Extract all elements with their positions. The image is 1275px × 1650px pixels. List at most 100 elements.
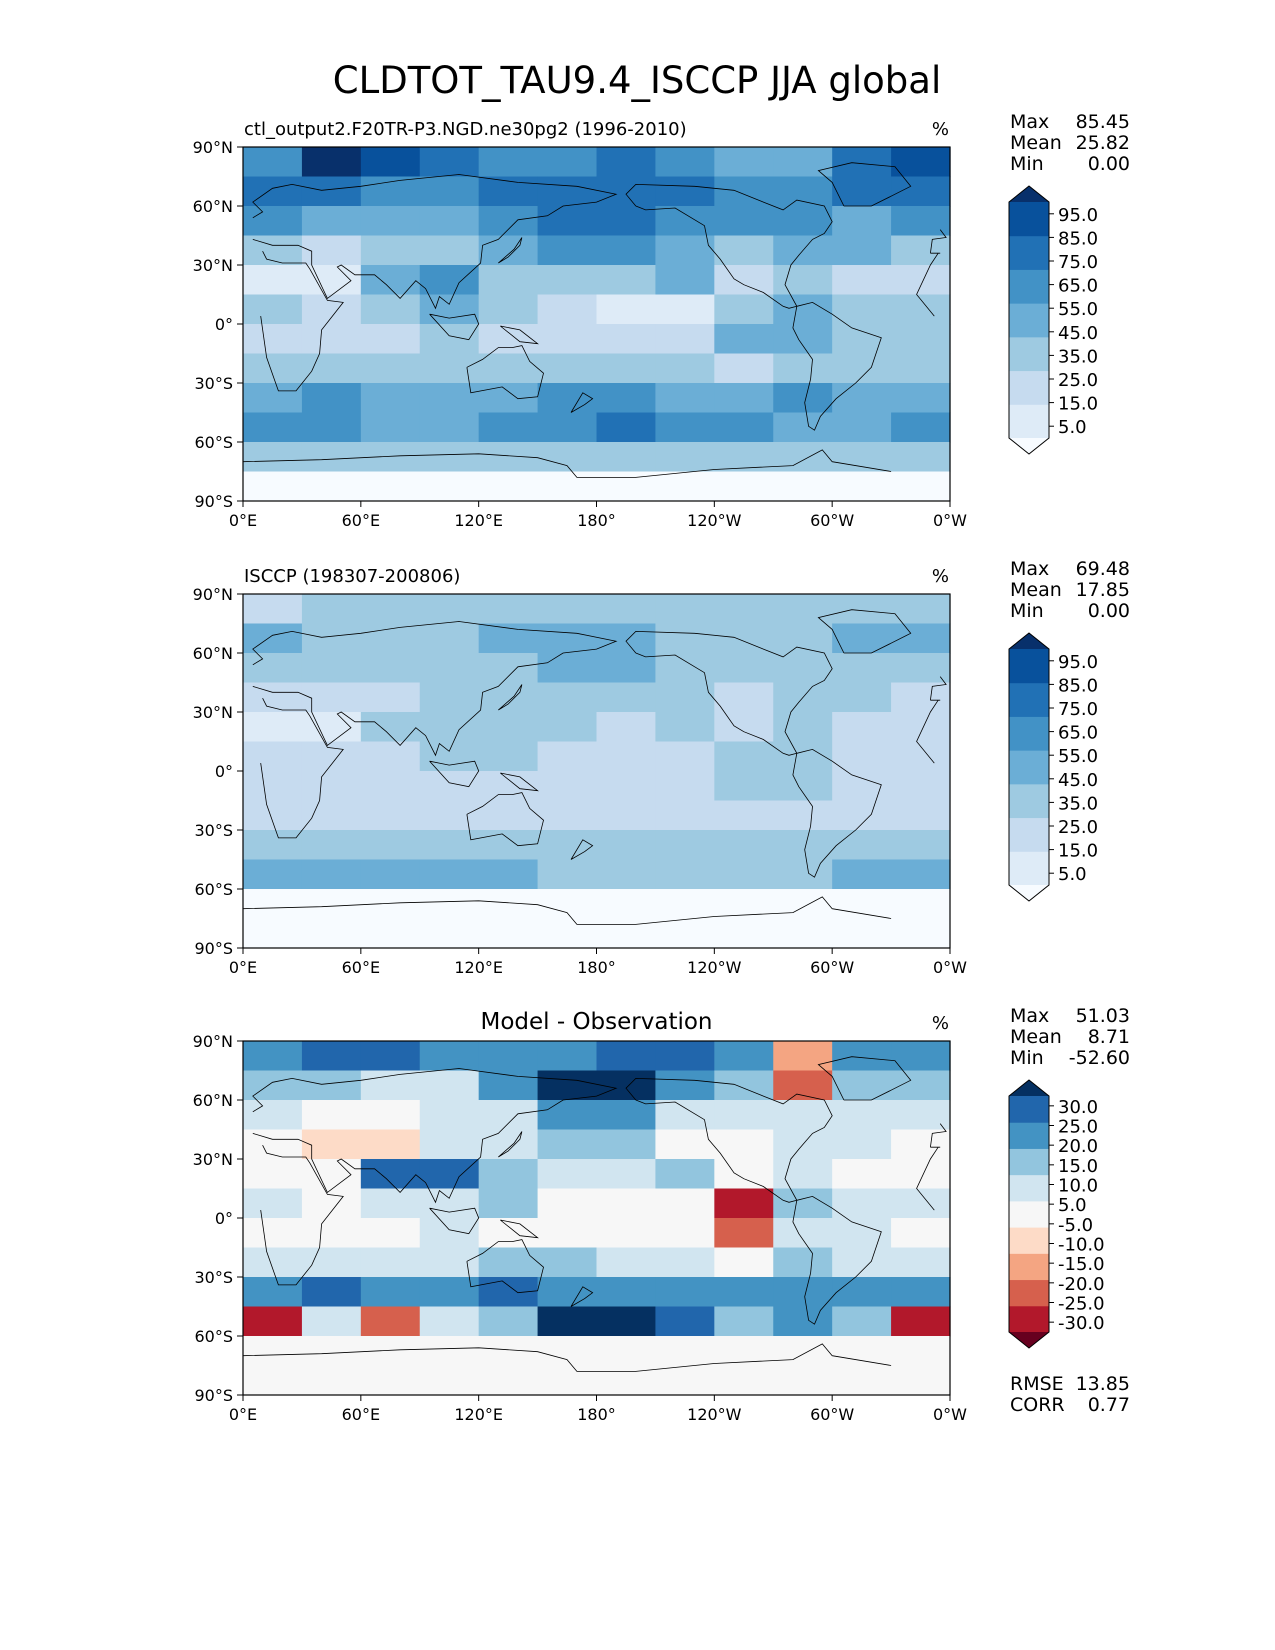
heatmap-cell <box>655 1306 715 1337</box>
y-tick-label: 60°S <box>194 433 233 452</box>
heatmap-cell <box>773 442 833 473</box>
heatmap-cell <box>243 918 303 949</box>
heatmap-cell <box>360 1041 421 1072</box>
x-tick-label: 60°W <box>810 511 854 530</box>
y-tick-label: 0° <box>215 1209 233 1228</box>
heatmap-cell <box>655 1100 715 1131</box>
heatmap-cell <box>243 324 303 355</box>
coastline <box>625 1077 833 1203</box>
heatmap-cell <box>243 235 303 266</box>
heatmap-cell <box>891 741 951 772</box>
heatmap-cell <box>832 1218 892 1249</box>
heatmap-cell <box>655 235 715 266</box>
heatmap-cell <box>655 623 715 654</box>
heatmap-cell <box>596 653 657 684</box>
colorbar-tick-label: 55.0 <box>1058 299 1098 320</box>
heatmap-cell <box>478 1247 539 1278</box>
heatmap-cell <box>773 1218 833 1249</box>
heatmap-cell <box>360 206 421 237</box>
coastline <box>252 621 947 757</box>
heatmap-cell <box>773 741 833 772</box>
heatmap-cell <box>419 1041 480 1072</box>
colorbar-segment <box>1009 1148 1049 1176</box>
coastline <box>817 1056 912 1101</box>
stat-value: 69.48 <box>1076 558 1130 580</box>
heatmap-cell <box>478 1218 539 1249</box>
heatmap-cell <box>891 800 951 831</box>
heatmap-field <box>243 594 951 949</box>
heatmap-cell <box>655 1129 715 1160</box>
heatmap-cell <box>243 1159 303 1190</box>
heatmap-cell <box>537 712 598 743</box>
heatmap-cell <box>243 1041 303 1072</box>
heatmap-cell <box>655 741 715 772</box>
stat-value: 0.00 <box>1088 153 1130 175</box>
colorbar-extend-bottom <box>1009 1332 1049 1348</box>
y-tick-label: 0° <box>215 315 233 334</box>
heatmap-cell <box>891 771 951 802</box>
heatmap-cell <box>714 294 774 325</box>
heatmap-cell <box>655 889 715 920</box>
heatmap-cell <box>537 324 598 355</box>
coastline <box>792 301 882 431</box>
heatmap-cell <box>419 324 480 355</box>
stat-label: Min <box>1010 600 1044 622</box>
stat-label: Mean <box>1010 579 1062 601</box>
heatmap-cell <box>891 859 951 890</box>
heatmap-cell <box>832 1100 892 1131</box>
panel-2: ISCCP (198307-200806) % 0°E 60°E 120°E 180° 12… <box>193 558 1130 977</box>
heatmap-field <box>243 147 951 502</box>
heatmap-cell <box>832 1188 892 1219</box>
heatmap-cell <box>714 682 774 713</box>
heatmap-cell <box>655 1218 715 1249</box>
heatmap-cell <box>419 741 480 772</box>
heatmap-cell <box>301 889 362 920</box>
heatmap-cell <box>243 1100 303 1131</box>
heatmap-cell <box>301 176 362 207</box>
heatmap-cell <box>714 1159 774 1190</box>
heatmap-cell <box>773 623 833 654</box>
heatmap-cell <box>714 1218 774 1249</box>
heatmap-cell <box>360 653 421 684</box>
heatmap-cell <box>419 383 480 414</box>
x-tick-label: 120°W <box>687 1405 742 1424</box>
heatmap-cell <box>891 1100 951 1131</box>
heatmap-cell <box>419 235 480 266</box>
stat-value: 8.71 <box>1088 1026 1130 1048</box>
heatmap-cell <box>596 889 657 920</box>
heatmap-cell <box>301 1218 362 1249</box>
colorbar-tick-label: 75.0 <box>1058 252 1098 273</box>
coastline <box>498 1131 523 1158</box>
colorbar-segment <box>1009 1096 1049 1123</box>
heatmap-cell <box>714 353 774 384</box>
figure-title: CLDTOT_TAU9.4_ISCCP JJA global <box>333 59 941 102</box>
heatmap-cell <box>891 265 951 296</box>
heatmap-cell <box>537 442 598 473</box>
y-tick-label: 60°N <box>193 197 233 216</box>
heatmap-cell <box>537 859 598 890</box>
colorbar-outline <box>1008 632 1050 902</box>
heatmap-cell <box>537 594 598 625</box>
panel-subtitle: ISCCP (198307-200806) <box>244 566 460 587</box>
heatmap-cell <box>537 1041 598 1072</box>
heatmap-cell <box>478 412 539 443</box>
colorbar-extend-top <box>1009 633 1049 649</box>
heatmap-cell <box>537 1100 598 1131</box>
heatmap-cell <box>478 918 539 949</box>
heatmap-cell <box>596 594 657 625</box>
heatmap-cell <box>478 294 539 325</box>
heatmap-cell <box>832 206 892 237</box>
heatmap-cell <box>537 294 598 325</box>
colorbar-extend-top <box>1009 1080 1049 1096</box>
heatmap-cell <box>301 800 362 831</box>
heatmap-cell <box>301 712 362 743</box>
heatmap-cell <box>301 1306 362 1337</box>
heatmap-cell <box>773 712 833 743</box>
heatmap-cell <box>655 1041 715 1072</box>
x-tick-label: 0°E <box>229 511 257 530</box>
heatmap-cell <box>714 1070 774 1101</box>
heatmap-cell <box>596 1306 657 1337</box>
colorbar-segment <box>1009 1279 1049 1307</box>
heatmap-cell <box>537 1277 598 1308</box>
heatmap-cell <box>419 800 480 831</box>
